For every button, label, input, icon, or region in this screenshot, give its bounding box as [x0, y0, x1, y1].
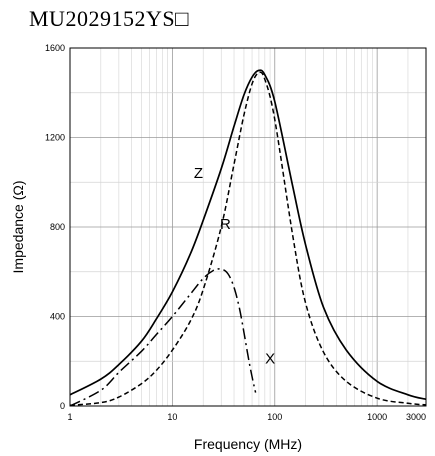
y-tick-label: 0 — [60, 401, 65, 411]
x-tick-label: 100 — [267, 412, 282, 422]
series-line-z — [69, 69, 427, 401]
chart-title: MU2029152YS□ — [29, 6, 189, 31]
axis-ticks: 1 10 100 1000 3000 0 400 800 1200 1600 — [45, 43, 426, 422]
y-tick-label: 1600 — [45, 43, 65, 53]
y-tick-label: 400 — [50, 312, 65, 322]
y-axis-label: Impedance (Ω) — [10, 181, 26, 274]
grid — [69, 48, 427, 406]
series-line-r — [69, 71, 427, 407]
x-tick-label: 1000 — [367, 412, 387, 422]
plot-frame — [69, 47, 427, 407]
curve-label-r: R — [220, 216, 231, 233]
x-tick-label: 10 — [167, 412, 177, 422]
curve-label-z: Z — [194, 165, 203, 182]
x-tick-label: 1 — [67, 412, 72, 422]
series-line-x — [69, 268, 257, 407]
x-axis-label: Frequency (MHz) — [194, 436, 302, 452]
series — [69, 69, 427, 407]
y-tick-label: 800 — [50, 222, 65, 232]
y-tick-label: 1200 — [45, 133, 65, 143]
curve-labels: Z R X — [194, 165, 275, 368]
curve-label-x: X — [265, 350, 275, 367]
x-tick-label: 3000 — [406, 412, 426, 422]
